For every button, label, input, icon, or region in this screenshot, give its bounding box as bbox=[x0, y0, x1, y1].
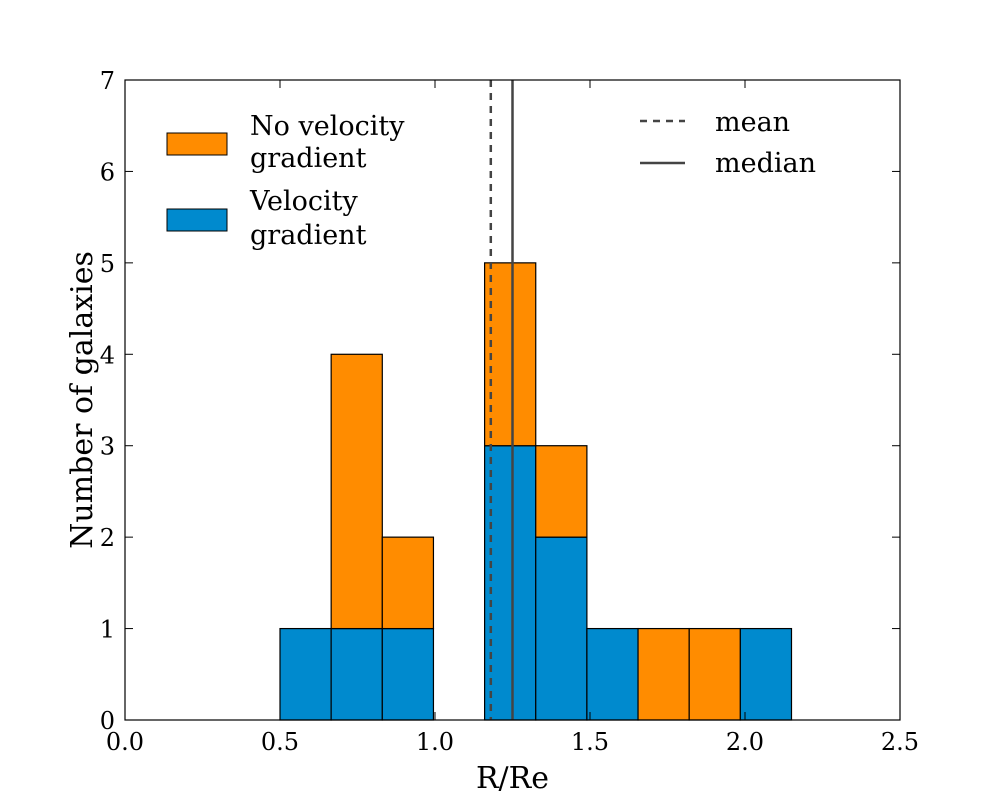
bar-velocity-gradient-bin-1 bbox=[330, 627, 383, 721]
bar-velocity-gradient-bin-0 bbox=[279, 627, 332, 721]
x-tick-label: 1.0 bbox=[416, 728, 454, 756]
legend-label-velocity-gradient-line1: Velocity bbox=[249, 186, 358, 217]
bar-velocity-gradient-bin-5 bbox=[586, 627, 639, 721]
legend-label-median: median bbox=[715, 148, 816, 179]
legend-reference-lines: mean median bbox=[640, 107, 816, 179]
x-tick-label: 2.0 bbox=[726, 728, 764, 756]
x-tick-label: 0.5 bbox=[261, 728, 299, 756]
legend-label-velocity-gradient-line2: gradient bbox=[250, 220, 367, 251]
legend-series: No velocity gradient Velocity gradient bbox=[166, 111, 405, 251]
reference-lines-group bbox=[489, 80, 514, 720]
plot-frame bbox=[124, 79, 901, 721]
y-tick-label: 4 bbox=[100, 341, 115, 369]
bar-no-velocity-gradient-bin-3 bbox=[484, 262, 537, 447]
bar-velocity-gradient-bin-3 bbox=[484, 445, 537, 721]
legend-label-no-velocity-gradient-line1: No velocity bbox=[250, 111, 405, 142]
bar-velocity-gradient-bin-8 bbox=[739, 627, 793, 721]
x-axis-label: R/Re bbox=[476, 761, 549, 796]
y-tick-label: 3 bbox=[100, 433, 115, 461]
legend-label-mean: mean bbox=[715, 107, 790, 138]
legend-label-no-velocity-gradient-line2: gradient bbox=[250, 143, 367, 174]
x-tick-label: 0.0 bbox=[106, 728, 144, 756]
bar-no-velocity-gradient-bin-1 bbox=[330, 353, 383, 630]
y-tick-label: 1 bbox=[100, 616, 115, 644]
legend-swatch-no-velocity-gradient bbox=[166, 132, 228, 156]
bar-velocity-gradient-bin-4 bbox=[535, 536, 588, 721]
y-tick-label: 7 bbox=[100, 67, 115, 95]
bar-velocity-gradient-bin-2 bbox=[381, 627, 435, 721]
bars-group bbox=[279, 262, 793, 721]
x-tick-label: 2.5 bbox=[881, 728, 919, 756]
bar-no-velocity-gradient-bin-2 bbox=[381, 536, 435, 630]
y-axis-label: Number of galaxies bbox=[65, 251, 100, 549]
x-tick-label: 1.5 bbox=[571, 728, 609, 756]
bar-no-velocity-gradient-bin-7 bbox=[688, 627, 741, 721]
y-tick-label: 0 bbox=[100, 707, 115, 735]
legend-swatch-velocity-gradient bbox=[166, 208, 228, 232]
y-tick-label: 5 bbox=[100, 250, 115, 278]
y-tick-label: 2 bbox=[100, 524, 115, 552]
bar-no-velocity-gradient-bin-6 bbox=[637, 627, 690, 721]
ticks-group: 0.0 0.5 1.0 1.5 2.0 2.5 0 1 2 3 4 5 6 7 bbox=[100, 67, 919, 756]
y-tick-label: 6 bbox=[100, 158, 115, 186]
bar-no-velocity-gradient-bin-4 bbox=[535, 445, 588, 538]
